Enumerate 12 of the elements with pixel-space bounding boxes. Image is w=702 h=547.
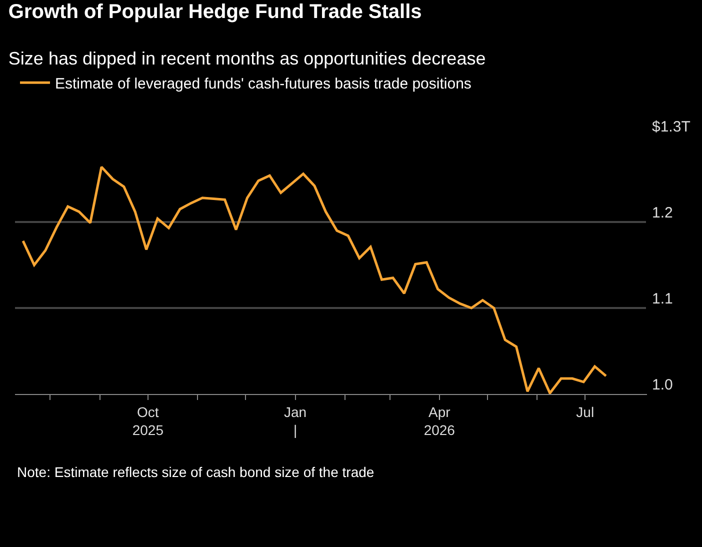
y-tick-label: 1.1	[652, 290, 673, 308]
x-tick-label: Apr 2026	[424, 404, 456, 438]
legend-label: Estimate of leveraged funds' cash-futures basis trade positions	[55, 75, 472, 92]
chart-title: Growth of Popular Hedge Fund Trade Stalls	[8, 1, 422, 23]
y-tick-label: 1.2	[652, 204, 673, 222]
x-tick-label: Oct 2025	[132, 404, 164, 438]
y-tick-label: $1.3T	[652, 118, 690, 136]
text: Note: Estimate reflects size of cash bond size of the trade	[17, 464, 374, 480]
x-tick-label: Jul	[576, 404, 594, 420]
y-tick-label: 1.0	[652, 376, 673, 394]
x-tick-label: Jan |	[284, 404, 307, 438]
chart-subtitle: Size has dipped in recent months as opportunities decrease	[8, 48, 486, 68]
